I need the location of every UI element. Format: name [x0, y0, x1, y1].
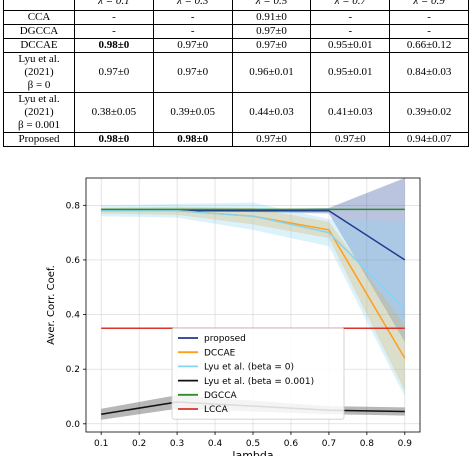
table-cell: 0.98±0: [74, 38, 154, 53]
x-tick-label: 0.5: [246, 439, 260, 449]
table-cell: 0.98±0: [152, 132, 233, 147]
y-tick-label: 0.0: [66, 420, 81, 430]
table-cell: 0.97±0: [310, 132, 391, 147]
x-tick-label: 0.8: [360, 439, 375, 449]
row-label: Lyu et al. (2021) β = 0: [3, 52, 75, 93]
results-table: λ = 0.1 λ = 0.3 λ = 0.5 λ = 0.7 λ = 0.9 …: [3, 0, 469, 147]
table-cell: 0.97±0: [152, 38, 233, 53]
table-row: CCA - -0.91±0- -: [3, 10, 469, 25]
header-cell: λ = 0.1: [74, 0, 154, 11]
table-cell: -: [389, 24, 469, 39]
table-cell: 0.97±0: [231, 24, 312, 39]
table-cell: 0.97±0: [231, 132, 312, 147]
legend-entry: LCCA: [204, 405, 229, 415]
table-cell: 0.94±0.07: [389, 132, 469, 147]
legend-entry: proposed: [204, 334, 246, 344]
table-cell: -: [389, 10, 469, 25]
series-line: [101, 210, 406, 310]
y-tick-label: 0.4: [66, 311, 81, 321]
header-cell: λ = 0.3: [152, 0, 233, 11]
row-label: DCCAE: [3, 38, 75, 53]
table-cell: 0.66±0.12: [389, 38, 469, 53]
table-row: Proposed 0.98±0 0.98±0 0.97±0 0.97±0 0.94±0.0…: [3, 132, 469, 147]
x-tick-label: 0.3: [170, 439, 184, 449]
row-label: Proposed: [3, 132, 75, 147]
header-cell: [3, 0, 75, 11]
x-tick-label: 0.1: [94, 439, 108, 449]
table-row: DGCCA - -0.97±0- -: [3, 24, 469, 39]
table-cell: -: [74, 10, 154, 25]
table-cell: 0.98±0: [74, 132, 154, 147]
legend-entry: DCCAE: [204, 348, 236, 358]
legend-box: [171, 327, 345, 420]
line-chart: 0.1 0.2 0.3 0.4 0.5 0.6 0.7 0.8 0.9 0.0 0.2 0.4 0.6 0…: [46, 177, 421, 456]
x-tick-label: 0.9: [398, 439, 413, 449]
table-cell: 0.97±0: [74, 52, 154, 93]
row-label: CCA: [3, 10, 75, 25]
table-cell: 0.96±0.01: [231, 52, 312, 93]
table-row: Lyu et al. (2021) β = 0 0.97±0 0.97±0 0.96±…: [3, 52, 469, 93]
header-cell: λ = 0.9: [389, 0, 469, 11]
table-cell: 0.41±0.03: [310, 92, 391, 133]
x-tick-label: 0.6: [284, 439, 299, 449]
table-row: DCCAE 0.98±0 0.97±0 0.97±0 0.95±0.01 0.66±0.1…: [3, 38, 469, 53]
y-tick-label: 0.2: [66, 365, 80, 375]
row-label: DGCCA: [3, 24, 75, 39]
x-tick-label: 0.4: [208, 439, 223, 449]
table-cell: 0.95±0.01: [310, 52, 391, 93]
table-cell: 0.39±0.02: [389, 92, 469, 133]
table-cell: 0.44±0.03: [231, 92, 312, 133]
legend: proposed DCCAE Lyu et al. (beta = 0) Lyu et…: [171, 327, 345, 420]
axis-ticks: 0.1 0.2 0.3 0.4 0.5 0.6 0.7 0.8 0.9 0.0 0.2 0.4 0.6 0…: [66, 201, 413, 449]
table-row: Lyu et al. (2021) β = 0.001 0.38±0.05 0.39…: [3, 92, 469, 133]
x-axis-label: lambda: [232, 449, 273, 456]
table-cell: 0.97±0: [231, 38, 312, 53]
header-cell: λ = 0.5: [231, 0, 312, 11]
table-cell: 0.95±0.01: [310, 38, 391, 53]
legend-entry: DGCCA: [204, 391, 237, 401]
table-cell: 0.39±0.05: [152, 92, 233, 133]
table-cell: -: [152, 24, 233, 39]
legend-entry: Lyu et al. (beta = 0): [204, 363, 294, 373]
table-cell: 0.84±0.03: [389, 52, 469, 93]
x-tick-label: 0.2: [132, 439, 146, 449]
x-tick-label: 0.7: [322, 439, 336, 449]
table-cell: 0.38±0.05: [74, 92, 154, 133]
table-header-row: λ = 0.1 λ = 0.3 λ = 0.5 λ = 0.7 λ = 0.9: [3, 0, 469, 11]
table-cell: 0.91±0: [231, 10, 312, 25]
table-cell: 0.97±0: [152, 52, 233, 93]
legend-entry: Lyu et al. (beta = 0.001): [204, 377, 314, 387]
table-cell: -: [310, 10, 391, 25]
y-tick-label: 0.8: [66, 201, 81, 211]
row-label: Lyu et al. (2021) β = 0.001: [3, 92, 75, 133]
y-tick-label: 0.6: [66, 256, 81, 266]
table-cell: -: [152, 10, 233, 25]
header-cell: λ = 0.7: [310, 0, 391, 11]
table-cell: -: [74, 24, 154, 39]
confidence-band: [101, 202, 405, 397]
table-body: CCA - -0.91±0- - DGCCA - -0.97±0- - DCCAE 0.98±0 0…: [3, 10, 469, 147]
y-axis-label: Aver. Corr. Coef.: [46, 265, 57, 345]
table-cell: -: [310, 24, 391, 39]
